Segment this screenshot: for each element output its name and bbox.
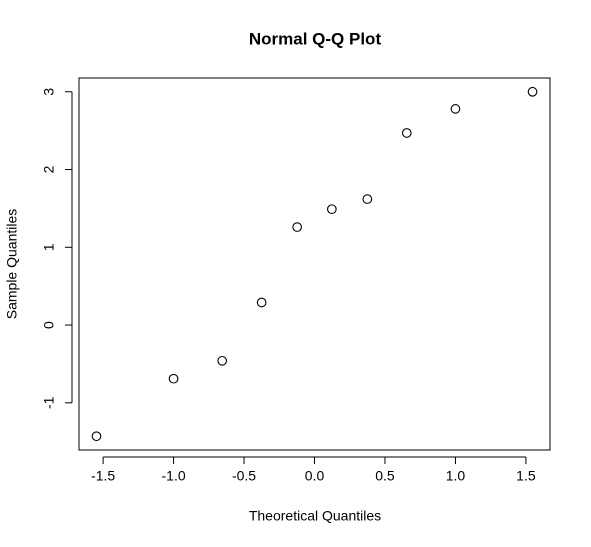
chart-title: Normal Q-Q Plot	[249, 29, 382, 48]
plot-frame	[78, 77, 551, 451]
point	[362, 194, 373, 204]
y-axis-label: Sample Quantiles	[4, 209, 20, 320]
point	[401, 128, 412, 138]
y-tick-label: 0	[41, 321, 57, 329]
x-tick-label: 1.0	[446, 468, 466, 484]
point	[168, 373, 179, 384]
x-axis-label: Theoretical Quantiles	[249, 508, 381, 524]
point	[217, 355, 228, 366]
x-tick-label: -1.0	[162, 468, 186, 484]
x-tick-label: 0.0	[305, 468, 325, 484]
y-tick-label: 2	[41, 165, 57, 173]
y-tick-label: 3	[41, 88, 57, 96]
y-tick-label: -1	[41, 396, 57, 409]
point	[326, 204, 337, 215]
x-tick-label: -1.5	[91, 468, 115, 484]
x-tick-label: 1.5	[516, 468, 536, 484]
x-tick-label: 0.5	[375, 468, 395, 484]
y-tick-label: 1	[41, 243, 57, 251]
point	[91, 431, 102, 442]
point	[527, 86, 538, 97]
point	[292, 222, 303, 232]
point	[256, 297, 267, 308]
x-tick-label: -0.5	[232, 468, 256, 484]
point	[450, 104, 461, 114]
